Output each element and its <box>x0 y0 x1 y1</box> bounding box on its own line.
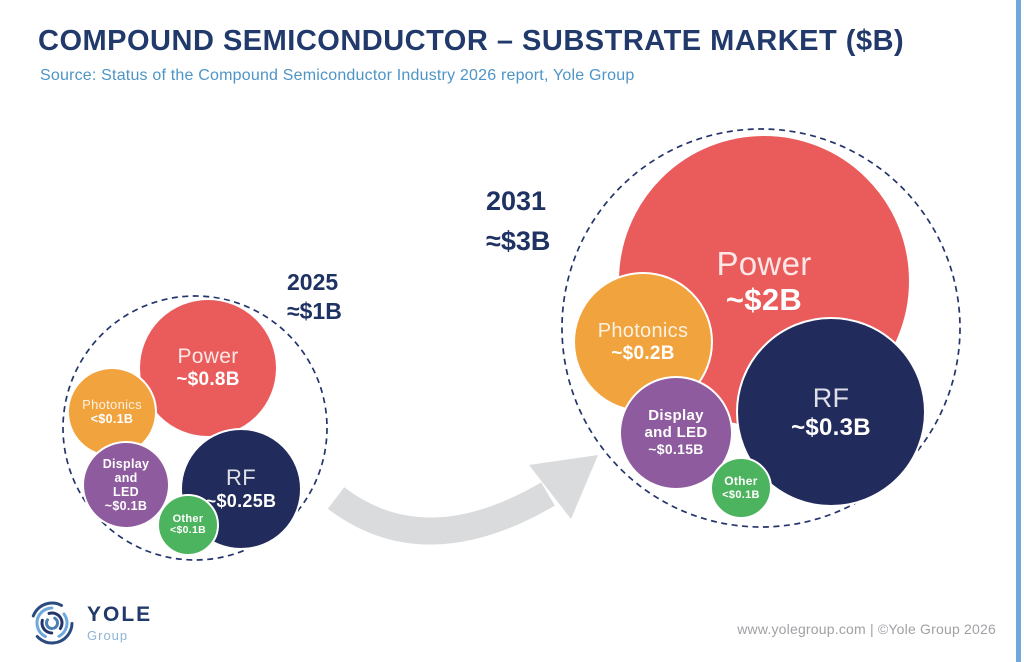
bubble-2031-other: Other <$0.1B <box>710 457 772 519</box>
yole-logo-name: YOLE <box>87 602 153 626</box>
bubble-value: ~$0.2B <box>611 342 675 364</box>
yole-logo: YOLE Group <box>26 597 152 649</box>
bubble-2025-display-led: Display and LED ~$0.1B <box>82 441 170 529</box>
bubble-value: <$0.1B <box>722 488 760 501</box>
page-title: COMPOUND SEMICONDUCTOR – SUBSTRATE MARKE… <box>38 25 905 57</box>
bubble-label: Other <box>724 474 758 489</box>
bubble-value: <$0.1B <box>90 412 134 427</box>
group-total-2031: ≈$3B <box>486 226 551 256</box>
footer-credit: www.yolegroup.com | ©Yole Group 2026 <box>737 621 996 637</box>
bubble-value: ~$0.8B <box>176 369 240 391</box>
bubble-label: Display <box>648 407 704 425</box>
bubble-value: ~$0.15B <box>648 441 704 458</box>
bubble-value: ~$0.1B <box>104 499 148 514</box>
group-label-2031: 2031 ≈$3B <box>486 181 550 261</box>
dashed-total-circle-2031 <box>561 128 961 528</box>
growth-arrow-head-icon <box>529 455 598 519</box>
group-year-2031: 2031 <box>486 186 547 216</box>
source-note: Source: Status of the Compound Semicondu… <box>40 66 635 84</box>
bubble-value: ~$0.3B <box>791 413 871 441</box>
dashed-total-circle-2025 <box>62 295 328 561</box>
bubble-label: RF <box>812 383 850 414</box>
bubble-label: and <box>114 470 138 485</box>
bubble-label: and LED <box>644 424 708 442</box>
bubble-value: <$0.1B <box>170 524 206 537</box>
group-label-2025: 2025 ≈$1B <box>287 268 342 326</box>
yole-logo-text: YOLE Group <box>87 604 152 643</box>
header: COMPOUND SEMICONDUCTOR – SUBSTRATE MARKE… <box>38 25 905 85</box>
bubble-value: ~$2B <box>725 282 803 318</box>
bubble-2025-other: Other <$0.1B <box>157 494 219 556</box>
right-accent-bar <box>1016 0 1021 662</box>
yole-logo-subname: Group <box>87 627 129 643</box>
bubble-label: Power <box>716 244 812 282</box>
bubble-label: Photonics <box>597 319 689 342</box>
bubble-value: ~$0.25B <box>205 491 277 512</box>
bubble-2025-power: Power ~$0.8B <box>138 298 278 438</box>
bubble-label: RF <box>226 465 256 491</box>
yole-logo-swirl-icon <box>30 601 74 645</box>
bubble-label: Power <box>177 345 239 369</box>
group-total-2025: ≈$1B <box>287 298 342 324</box>
group-year-2025: 2025 <box>287 269 339 295</box>
bubble-label: Photonics <box>82 396 142 412</box>
bubble-label: Display <box>102 456 150 471</box>
growth-arrow-icon <box>327 482 555 545</box>
bubble-label: LED <box>113 485 139 499</box>
bubble-label: Other <box>172 512 204 525</box>
